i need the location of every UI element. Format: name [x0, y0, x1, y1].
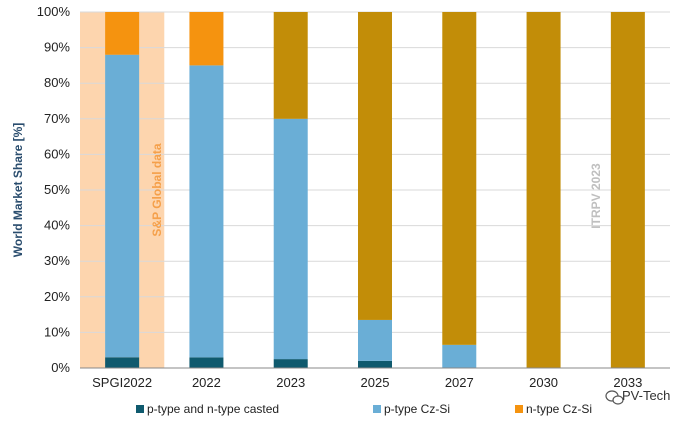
legend-swatch	[515, 405, 523, 413]
y-tick-label: 30%	[44, 253, 70, 268]
bar-2030-series-3	[526, 12, 561, 368]
bar-2025-series-1	[358, 319, 392, 361]
x-tick-label: SPGI2022	[92, 375, 152, 390]
y-tick-label: 100%	[37, 4, 71, 19]
y-tick-label: 70%	[44, 111, 70, 126]
bar-2023-series-1	[273, 118, 308, 360]
x-tick-label: 2023	[276, 375, 305, 390]
x-tick-label: 2027	[445, 375, 474, 390]
watermark-text: PV-Tech	[622, 388, 670, 403]
legend-swatch	[373, 405, 381, 413]
legend-label: p-type and n-type casted	[147, 402, 279, 416]
bar-2027-series-1	[442, 344, 477, 368]
y-tick-label: 90%	[44, 40, 70, 55]
legend-swatch	[136, 405, 144, 413]
y-tick-label: 40%	[44, 218, 70, 233]
x-tick-label: 2022	[192, 375, 221, 390]
bar-2023-series-3	[273, 12, 308, 119]
bar-2027-series-3	[442, 12, 477, 345]
legend-label: n-type Cz-Si	[526, 402, 592, 416]
bar-2033-series-3	[610, 12, 645, 368]
bar-2025-series-0	[358, 360, 392, 368]
annotation-source-left: S&P Global data	[150, 143, 164, 236]
annotation-source-right: ITRPV 2023	[589, 163, 603, 229]
y-tick-label: 10%	[44, 324, 70, 339]
y-tick-label: 60%	[44, 146, 70, 161]
y-tick-label: 0%	[51, 360, 70, 375]
bar-SPGI2022-series-0	[105, 357, 140, 368]
x-tick-label: 2025	[361, 375, 390, 390]
x-tick-label: 2033	[613, 375, 642, 390]
bar-2022-series-2	[189, 12, 224, 66]
bar-2022-series-0	[189, 357, 224, 368]
bar-SPGI2022-series-2	[105, 12, 140, 55]
wechat-icon	[605, 390, 624, 405]
bar-SPGI2022-series-1	[105, 54, 140, 358]
bar-2023-series-0	[273, 359, 308, 368]
y-tick-label: 80%	[44, 75, 70, 90]
x-tick-label: 2030	[529, 375, 558, 390]
bar-2022-series-1	[189, 65, 224, 358]
bar-2025-series-3	[358, 12, 392, 320]
legend-label: p-type Cz-Si	[384, 402, 450, 416]
y-tick-label: 20%	[44, 289, 70, 304]
y-axis-label: World Market Share [%]	[11, 123, 25, 257]
y-tick-label: 50%	[44, 182, 70, 197]
wechat-icon-bubble	[612, 395, 624, 405]
